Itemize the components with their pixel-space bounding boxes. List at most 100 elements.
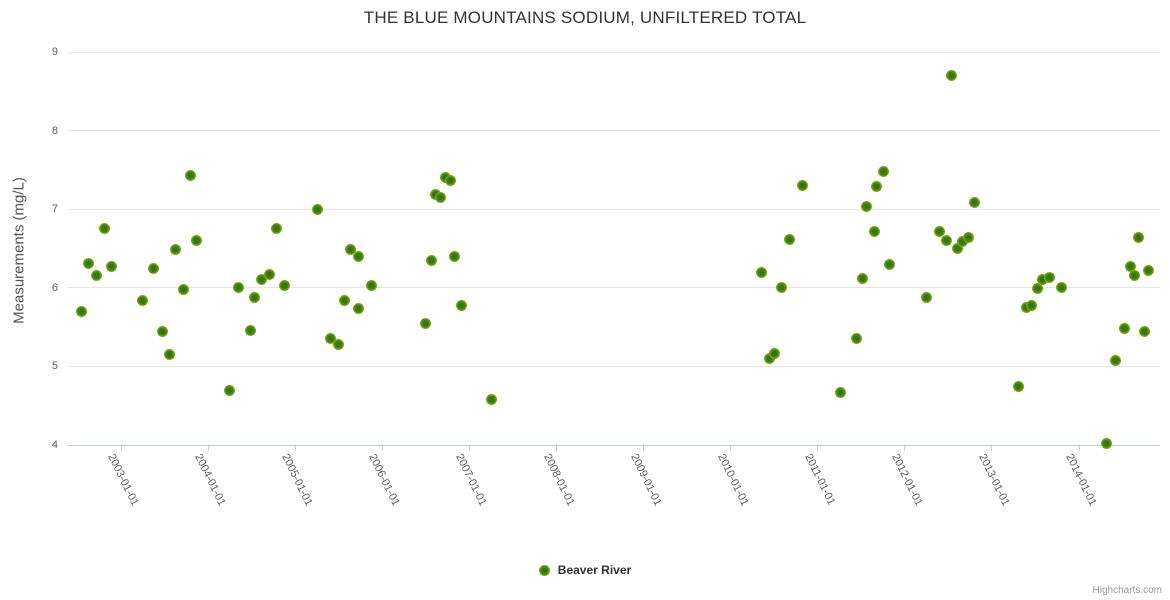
data-point[interactable] — [485, 393, 497, 405]
data-point[interactable] — [871, 180, 883, 192]
data-point[interactable] — [83, 257, 95, 269]
data-point[interactable] — [248, 291, 260, 303]
data-point[interactable] — [279, 279, 291, 291]
data-point[interactable] — [233, 282, 245, 294]
data-point[interactable] — [76, 305, 88, 317]
data-point[interactable] — [185, 169, 197, 181]
data-point[interactable] — [190, 235, 202, 247]
data-point[interactable] — [366, 279, 378, 291]
x-axis-tick — [207, 445, 209, 451]
data-point[interactable] — [834, 386, 846, 398]
data-point[interactable] — [419, 318, 431, 330]
data-point[interactable] — [325, 333, 337, 345]
x-axis-tick — [991, 445, 993, 451]
data-point[interactable] — [1056, 282, 1068, 294]
data-point[interactable] — [1143, 265, 1155, 276]
data-point[interactable] — [435, 191, 447, 203]
data-point[interactable] — [755, 266, 767, 278]
data-point[interactable] — [223, 385, 235, 397]
data-point[interactable] — [768, 348, 780, 360]
data-point[interactable] — [147, 263, 159, 275]
y-gridline — [68, 208, 1160, 210]
x-axis-tick-label: 2013-01-01 — [976, 452, 1012, 508]
data-point[interactable] — [1118, 323, 1130, 335]
data-point[interactable] — [271, 222, 283, 234]
x-axis-tick-label: 2003-01-01 — [105, 452, 141, 508]
data-point[interactable] — [1043, 272, 1055, 284]
legend-marker-icon — [538, 564, 550, 576]
data-point[interactable] — [1026, 300, 1038, 312]
data-point[interactable] — [951, 243, 963, 254]
data-point[interactable] — [255, 273, 267, 285]
data-point[interactable] — [878, 165, 890, 177]
x-axis-tick-label: 2004-01-01 — [192, 452, 228, 508]
y-axis-tick-label: 5 — [51, 360, 58, 373]
data-point[interactable] — [333, 338, 345, 350]
highcharts-credits-link[interactable]: Highcharts.com — [1092, 585, 1162, 596]
y-axis-tick-label: 8 — [51, 124, 58, 137]
data-point[interactable] — [1013, 380, 1025, 392]
data-point[interactable] — [962, 231, 974, 243]
x-axis-tick — [817, 445, 819, 451]
data-point[interactable] — [1138, 326, 1150, 338]
data-point[interactable] — [353, 302, 365, 314]
x-axis-tick — [294, 445, 296, 451]
data-point[interactable] — [99, 223, 111, 235]
y-gridline — [68, 287, 1160, 289]
y-gridline — [68, 51, 1160, 53]
data-point[interactable] — [921, 291, 933, 303]
data-point[interactable] — [969, 197, 981, 209]
data-point[interactable] — [136, 294, 148, 306]
data-point[interactable] — [106, 261, 118, 273]
data-point[interactable] — [883, 258, 895, 270]
data-point[interactable] — [1036, 273, 1048, 285]
data-point[interactable] — [156, 325, 168, 337]
data-point[interactable] — [1110, 355, 1122, 367]
data-point[interactable] — [763, 353, 775, 365]
data-point[interactable] — [1132, 231, 1144, 243]
data-point[interactable] — [312, 204, 324, 216]
data-point[interactable] — [868, 226, 880, 238]
data-point[interactable] — [796, 180, 808, 192]
data-point[interactable] — [1129, 269, 1141, 281]
data-point[interactable] — [856, 272, 868, 284]
data-point[interactable] — [1031, 283, 1043, 295]
data-point[interactable] — [449, 250, 461, 262]
y-axis-title: Measurements (mg/L) — [10, 177, 28, 324]
x-axis-tick — [1078, 445, 1080, 451]
data-point[interactable] — [1101, 437, 1113, 449]
x-axis-tick — [904, 445, 906, 451]
y-axis-tick-label: 6 — [51, 281, 58, 294]
data-point[interactable] — [244, 324, 256, 336]
data-point[interactable] — [263, 268, 275, 280]
data-point[interactable] — [1124, 261, 1136, 273]
x-axis-tick — [556, 445, 558, 451]
x-axis-line — [68, 444, 1160, 446]
data-point[interactable] — [784, 233, 796, 245]
x-axis-tick — [381, 445, 383, 451]
data-point[interactable] — [444, 174, 456, 186]
data-point[interactable] — [941, 235, 953, 247]
y-axis-tick-label: 4 — [51, 439, 58, 451]
legend-label: Beaver River — [557, 563, 632, 577]
data-point[interactable] — [456, 300, 468, 312]
data-point[interactable] — [91, 269, 103, 281]
data-point[interactable] — [861, 200, 873, 212]
data-point[interactable] — [178, 283, 190, 295]
data-point[interactable] — [169, 243, 181, 255]
x-axis-tick-label: 2014-01-01 — [1063, 452, 1099, 508]
data-point[interactable] — [934, 226, 946, 238]
data-point[interactable] — [425, 254, 437, 266]
data-point[interactable] — [338, 294, 350, 306]
data-point[interactable] — [775, 282, 787, 294]
data-point[interactable] — [344, 243, 356, 255]
x-axis-tick-label: 2009-01-01 — [627, 452, 664, 508]
x-axis-tick-label: 2010-01-01 — [714, 452, 751, 508]
data-point[interactable] — [851, 333, 863, 345]
data-point[interactable] — [164, 349, 176, 361]
data-point[interactable] — [946, 70, 958, 82]
data-point[interactable] — [353, 250, 365, 262]
legend-item-beaver-river[interactable]: Beaver River — [0, 563, 1170, 577]
data-point[interactable] — [956, 235, 968, 247]
x-axis-tick — [730, 445, 732, 451]
